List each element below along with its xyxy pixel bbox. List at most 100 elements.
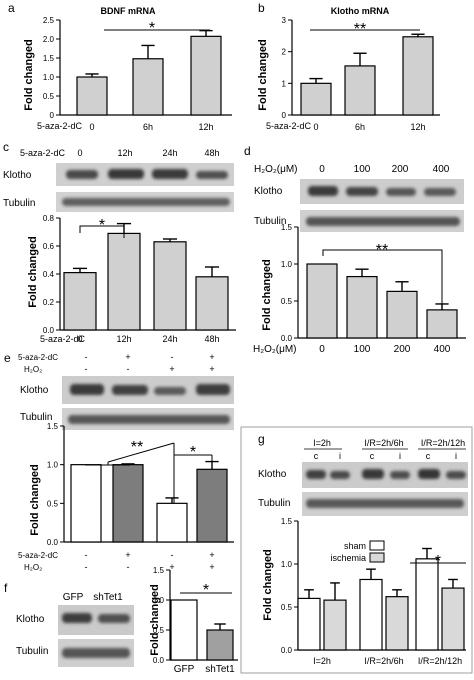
panel-a-letter: a xyxy=(8,1,15,15)
chart-b-bar xyxy=(300,82,332,116)
panel-b-letter: b xyxy=(258,1,265,15)
panel-e-ylabel: Fold changed xyxy=(29,464,41,536)
chart-a-y-tick-label: 2.0 xyxy=(43,35,55,44)
chart-c-y-tick-label: 0.6 xyxy=(43,242,55,251)
chart-g-bar xyxy=(359,578,383,651)
chart-b-y-tick-label: 0 xyxy=(282,111,287,120)
panel-c-lane-1: 12h xyxy=(117,148,132,158)
chart-g-bar xyxy=(415,558,439,651)
panel-a-ylabel: Fold changed xyxy=(23,39,35,111)
chart-a: 0 0.5 1.0 1.5 2.0 2.5 0 6h 12h xyxy=(43,16,232,132)
panel-d-sig-bracket xyxy=(322,249,443,304)
panel-a-sig-mark: * xyxy=(149,20,155,37)
panel-g-lane-sublabel: c xyxy=(370,451,375,461)
chart-a-y-tick-label: 2.5 xyxy=(43,16,55,25)
chart-d-bar xyxy=(386,290,418,339)
panel-g-legend-label-sham: sham xyxy=(344,541,366,551)
panel-g-ylabel: Fold changed xyxy=(262,549,274,621)
chart-c-category-label: 24h xyxy=(162,334,177,344)
chart-a-category-label: 6h xyxy=(143,122,153,132)
panel-e-condition-sign: - xyxy=(171,352,174,362)
panel-g-lane-group-0: I=2h xyxy=(313,438,331,448)
panel-g-blot-klotho xyxy=(302,462,468,488)
chart-a-category-label: 12h xyxy=(198,122,213,132)
panel-e-condition-sign: - xyxy=(85,562,88,572)
chart-f: 0.0 0.5 1.0 1.5 GFP shTet1 xyxy=(153,566,238,675)
panel-e-condition-sign: + xyxy=(125,550,130,560)
panel-b-title: Klotho mRNA xyxy=(331,6,390,16)
panel-b-treatment-label: 5-aza-2-dC xyxy=(266,121,312,131)
panel-e-top-signs: - + - + - - + + xyxy=(85,352,215,374)
chart-e-bar xyxy=(70,464,102,543)
panel-b-sig-mark: ** xyxy=(354,21,366,38)
panel-e-letter: e xyxy=(4,351,11,365)
panel-e-condition-sign: + xyxy=(209,550,214,560)
chart-b-bar xyxy=(344,65,376,116)
chart-g-bar xyxy=(323,599,347,651)
chart-g-bar xyxy=(385,596,409,651)
panel-d-lane-1: 100 xyxy=(354,164,371,175)
panel-e-blot-klotho xyxy=(62,376,234,404)
panel-d-blot-label-0: Klotho xyxy=(254,186,283,197)
panel-g-blot-label-1: Tubulin xyxy=(258,498,290,509)
chart-b-category-label: 6h xyxy=(355,122,365,132)
chart-a-bar xyxy=(132,58,164,116)
chart-e-y-tick-label: 0.0 xyxy=(47,538,59,547)
panel-a: a BDNF mRNA Fold changed 5-aza-2-dC 0 0.5… xyxy=(8,1,232,132)
panel-d-ylabel: Fold changed xyxy=(261,259,273,331)
panel-d-treatment-label: H₂O₂(μM) xyxy=(254,164,298,175)
chart-d-category-label: 0 xyxy=(319,344,325,355)
panel-e-top-treatment-1: 5-aza-2-dC xyxy=(18,353,58,362)
chart-f-category-label: GFP xyxy=(174,664,195,675)
panel-d-blot-label-1: Tubulin xyxy=(254,216,286,227)
chart-c: 0.0 0.2 0.4 0.6 0.8 0 12h 24h 48h xyxy=(43,214,236,344)
panel-c-blot-label-0: Klotho xyxy=(3,170,32,181)
panel-e-sig-bracket-1 xyxy=(85,462,130,466)
panel-g-blot-label-0: Klotho xyxy=(258,469,287,480)
panel-d: d H₂O₂(μM) 0 100 200 400 Klotho Tubulin … xyxy=(244,144,466,355)
chart-f-y-tick-label: 1.0 xyxy=(153,596,165,605)
panel-c: c 5-aza-2-dC 0 12h 24h 48h Klotho Tubuli… xyxy=(3,140,236,344)
panel-e-condition-sign: - xyxy=(85,550,88,560)
panel-g-lane-sublabel: c xyxy=(426,451,431,461)
chart-e-bar xyxy=(156,502,188,543)
chart-e-bar xyxy=(112,464,144,543)
chart-c-y-tick-label: 0.2 xyxy=(43,298,55,307)
chart-d-category-label: 200 xyxy=(394,344,411,355)
panel-f-lane-0: GFP xyxy=(63,592,84,603)
chart-f-bar xyxy=(170,599,198,661)
panel-g-blot-tubulin xyxy=(302,492,468,516)
chart-c-y-tick-label: 0.4 xyxy=(43,270,55,279)
chart-a-bar xyxy=(76,76,108,116)
panel-f: f GFP shTet1 Klotho Tubulin Fold changed… xyxy=(4,566,238,675)
panel-g-legend-swatch-sham xyxy=(369,540,385,551)
chart-e-bar xyxy=(196,468,228,543)
panel-c-lane-2: 24h xyxy=(162,148,177,158)
panel-e-condition-sign: + xyxy=(169,364,174,374)
panel-g-lane-group-2: I/R=2h/12h xyxy=(421,438,465,448)
chart-a-category-label: 0 xyxy=(89,122,94,132)
panel-d-blot-tubulin xyxy=(300,210,464,232)
panel-g-frame xyxy=(240,426,473,674)
panel-c-treatment-label: 5-aza-2-dC xyxy=(20,148,66,158)
chart-c-bar xyxy=(195,276,229,331)
panel-e-condition-sign: - xyxy=(127,364,130,374)
panel-c-blot-klotho xyxy=(56,163,234,186)
chart-g-y-tick-label: 0.5 xyxy=(281,603,293,612)
panel-e-sig-bracket-1b xyxy=(107,442,175,463)
panel-e-bottom-treatment-1: 5-aza-2-dC xyxy=(18,551,58,560)
chart-b: 0 1 2 3 0 6h 12h xyxy=(282,16,440,132)
panel-f-letter: f xyxy=(4,581,8,595)
panel-e-condition-sign: + xyxy=(209,364,214,374)
chart-a-bar xyxy=(190,35,222,116)
panel-c-blot-label-1: Tubulin xyxy=(3,198,35,209)
panel-g: g I=2h I/R=2h/6h I/R=2h/12h c i c i c i Kloth… xyxy=(240,426,473,674)
panel-e-top-treatment-2: H₂O₂ xyxy=(24,365,42,374)
chart-g-y-tick-label: 0.0 xyxy=(281,646,293,655)
panel-f-sig-mark: * xyxy=(203,582,209,599)
chart-f-y-tick-label: 1.5 xyxy=(153,566,165,575)
chart-b-category-label: 0 xyxy=(313,122,318,132)
chart-d-category-label: 100 xyxy=(354,344,371,355)
